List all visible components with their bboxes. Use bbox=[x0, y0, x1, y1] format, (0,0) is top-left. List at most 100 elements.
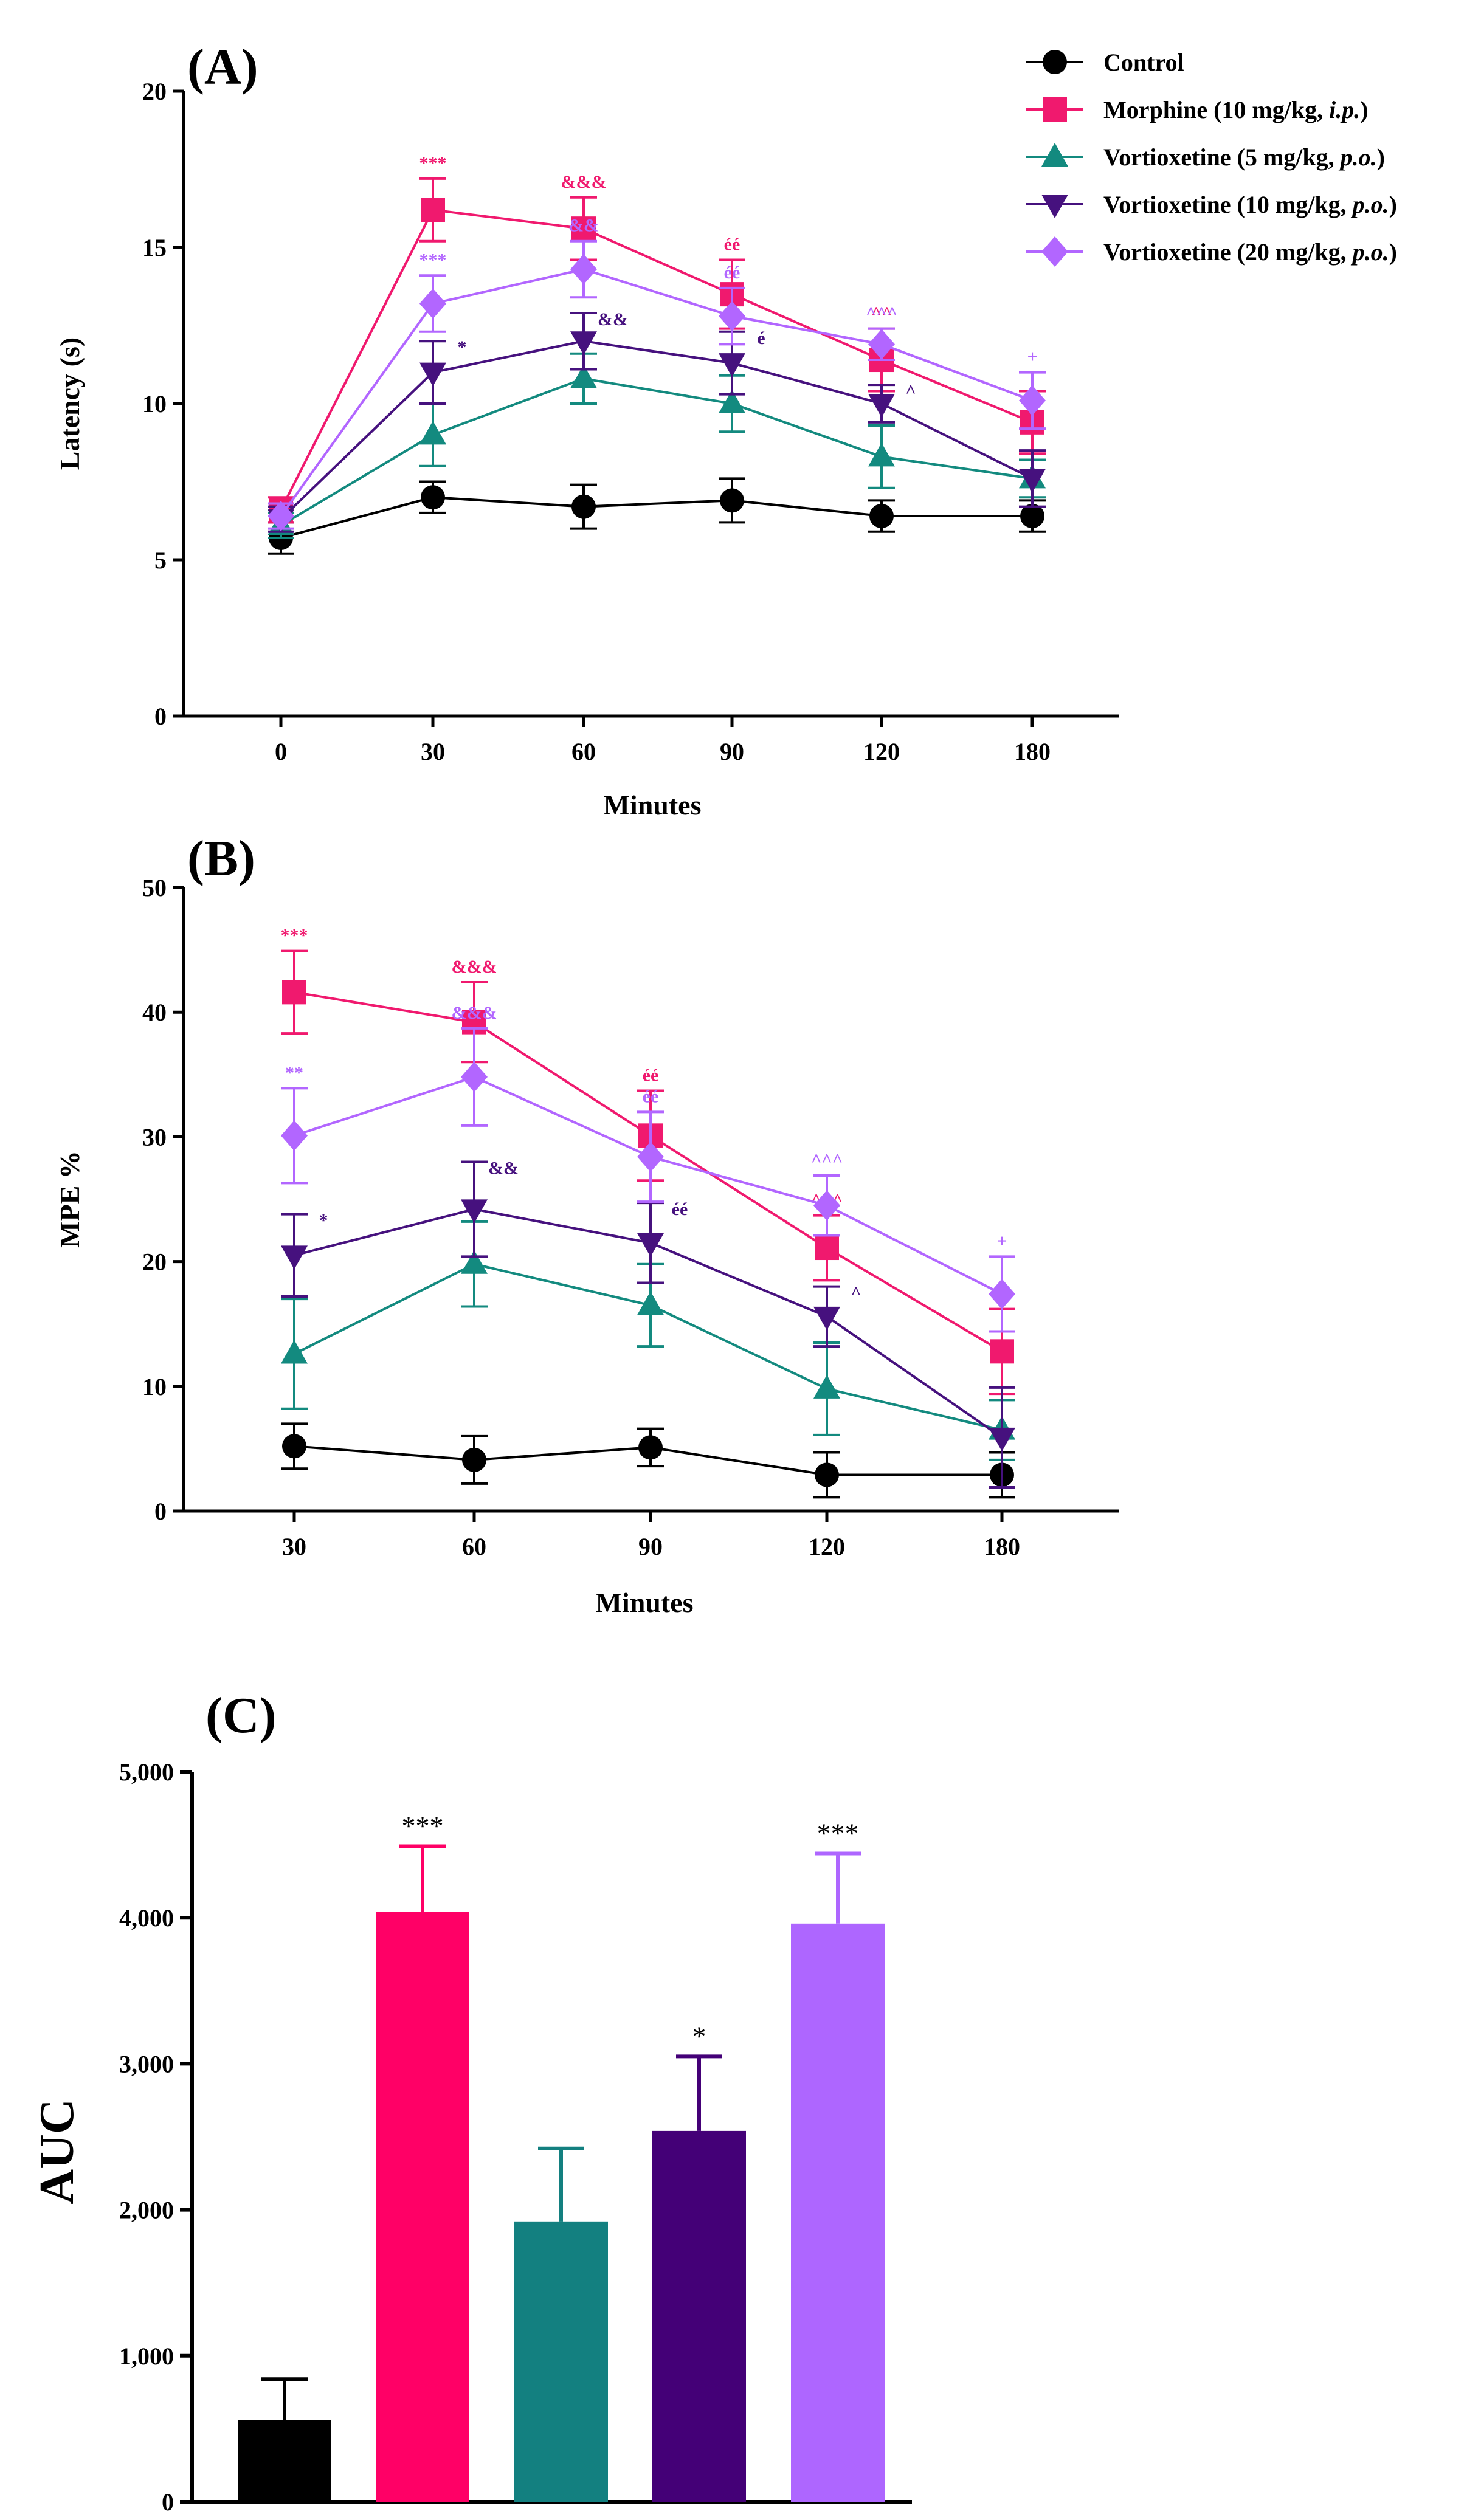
panel-b-y-tick-label: 50 bbox=[142, 874, 167, 901]
panel-a-significance-label: *** bbox=[419, 250, 447, 270]
panel-c-y-tick-label: 3,000 bbox=[119, 2050, 174, 2078]
panel-c-bar bbox=[514, 2221, 608, 2502]
panel-a-x-tick-label: 30 bbox=[421, 738, 445, 765]
panel-a-x-tick-label: 120 bbox=[863, 738, 900, 765]
panel-a-y-tick-label: 10 bbox=[142, 390, 167, 418]
legend-label: Vortioxetine (20 mg/kg, p.o.) bbox=[1103, 238, 1397, 266]
legend-marker bbox=[1041, 236, 1068, 267]
panel-b-data-point bbox=[813, 1374, 840, 1399]
panel-a-significance-label: ^^^ bbox=[866, 303, 897, 323]
panel-a-y-tick-label: 0 bbox=[154, 703, 167, 730]
panel-b-data-point bbox=[281, 1120, 308, 1151]
panel-b-x-tick-label: 120 bbox=[809, 1533, 845, 1560]
panel-a-significance-label: éé bbox=[724, 263, 740, 283]
legend-label: Vortioxetine (10 mg/kg, p.o.) bbox=[1103, 191, 1397, 218]
panel-c-significance-label: *** bbox=[817, 1818, 859, 1849]
panel-b-data-point bbox=[813, 1306, 840, 1331]
panel-b-significance-label: * bbox=[319, 1211, 328, 1231]
panel-a-significance-label: && bbox=[568, 216, 599, 236]
panel-c-y-tick-label: 4,000 bbox=[119, 1904, 174, 1932]
panel-a-data-point bbox=[421, 485, 445, 510]
panel-a-letter: (A) bbox=[187, 39, 258, 95]
panel-c-y-title: AUC bbox=[30, 2099, 84, 2204]
panel-b-data-point bbox=[815, 1462, 839, 1487]
panel-a-y-tick-label: 20 bbox=[142, 78, 167, 105]
legend-marker bbox=[1043, 97, 1067, 122]
panel-b-y-tick-label: 0 bbox=[154, 1498, 167, 1525]
panel-a-series-line bbox=[280, 340, 1033, 520]
panel-c-bar bbox=[238, 2420, 331, 2502]
panel-b-data-point bbox=[461, 1250, 488, 1274]
panel-b-data-point bbox=[638, 1435, 663, 1460]
panel-b-data-point bbox=[637, 1233, 664, 1257]
panel-b-x-tick-label: 180 bbox=[984, 1533, 1020, 1560]
panel-a-series-line bbox=[280, 496, 1032, 539]
panel-b-y-tick-label: 40 bbox=[142, 999, 167, 1026]
panel-a-y-tick-label: 15 bbox=[142, 234, 167, 261]
panel-a-data-point bbox=[419, 362, 446, 387]
panel-b-data-point bbox=[989, 1278, 1015, 1309]
panel-b-significance-label: && bbox=[488, 1158, 519, 1178]
panel-a-data-point bbox=[570, 253, 597, 284]
panel-a-x-title: Minutes bbox=[604, 790, 702, 821]
panel-a-series-line bbox=[280, 377, 1033, 527]
panel-a-series-line bbox=[280, 267, 1033, 517]
panel-a-data-point bbox=[1020, 504, 1044, 529]
panel-a-data-point bbox=[419, 288, 446, 319]
panel-c-bar bbox=[652, 2130, 746, 2502]
panel-c-y-tick-label: 1,000 bbox=[119, 2343, 174, 2370]
panel-a-data-point bbox=[869, 504, 894, 529]
panel-c-bar bbox=[791, 1923, 885, 2502]
panel-a-series-line bbox=[280, 208, 1033, 511]
panel-c-y-tick-label: 0 bbox=[162, 2488, 174, 2516]
panel-a-y-tick-label: 5 bbox=[154, 546, 167, 574]
panel-c: (C) AUC 01,0002,0003,0004,0005,000******… bbox=[30, 1687, 912, 2516]
panel-b-data-point bbox=[813, 1190, 840, 1221]
panel-b-y-tick-label: 20 bbox=[142, 1248, 167, 1276]
panel-b-data-point bbox=[637, 1291, 664, 1315]
panel-a-significance-label: &&& bbox=[561, 172, 607, 192]
legend-label: Control bbox=[1103, 49, 1184, 76]
panel-b-data-point bbox=[989, 1427, 1015, 1451]
panel-c-y-tick-label: 5,000 bbox=[119, 1758, 174, 1786]
panel-a-data-point bbox=[1019, 385, 1046, 416]
panel-a-significance-label: ^^ bbox=[871, 303, 892, 323]
panel-b-data-point bbox=[281, 1245, 308, 1270]
panel-b-data-point bbox=[282, 980, 306, 1005]
panel-b-data-point bbox=[461, 1199, 488, 1224]
panel-c-bar bbox=[376, 1912, 469, 2502]
panel-a-data-point bbox=[719, 390, 745, 413]
panel-b-significance-label: + bbox=[996, 1231, 1007, 1251]
legend-marker bbox=[1043, 50, 1067, 74]
panel-b-data-point bbox=[637, 1141, 664, 1172]
panel-b-y-title: MPE % bbox=[54, 1151, 85, 1248]
panel-b-significance-label: &&& bbox=[452, 1003, 497, 1023]
panel-b-data-point bbox=[282, 1434, 306, 1459]
panel-a-significance-label: + bbox=[1027, 347, 1037, 367]
panel-b-data-point bbox=[462, 1447, 486, 1472]
panel-a-data-point bbox=[868, 442, 895, 467]
panel-a-significance-label: * bbox=[458, 337, 467, 357]
panel-b-x-title: Minutes bbox=[596, 1587, 694, 1618]
panel-a-x-tick-label: 90 bbox=[720, 738, 744, 765]
panel-b-data-point bbox=[815, 1236, 839, 1261]
panel-a-data-point bbox=[719, 353, 745, 377]
panel-c-significance-label: * bbox=[692, 2020, 706, 2051]
legend-label: Morphine (10 mg/kg, i.p.) bbox=[1103, 96, 1369, 123]
panel-b-significance-label: &&& bbox=[452, 957, 497, 977]
panel-b-x-tick-label: 90 bbox=[638, 1533, 663, 1560]
panel-a-y-title: Latency (s) bbox=[54, 337, 85, 470]
panel-b-significance-label: ^ bbox=[851, 1283, 861, 1303]
panel-c-letter: (C) bbox=[205, 1687, 277, 1744]
panel-b-significance-label: ** bbox=[285, 1062, 303, 1083]
panel-b-data-point bbox=[990, 1339, 1014, 1364]
panel-a-data-point bbox=[571, 494, 596, 519]
panel-a-data-point bbox=[268, 501, 294, 532]
panel-b-significance-label: éé bbox=[643, 1065, 659, 1085]
panel-b-significance-label: éé bbox=[643, 1086, 659, 1106]
panel-a-significance-label: ^ bbox=[905, 381, 916, 401]
panel-c-y-tick-label: 2,000 bbox=[119, 2197, 174, 2224]
panel-b-y-tick-label: 10 bbox=[142, 1373, 167, 1400]
